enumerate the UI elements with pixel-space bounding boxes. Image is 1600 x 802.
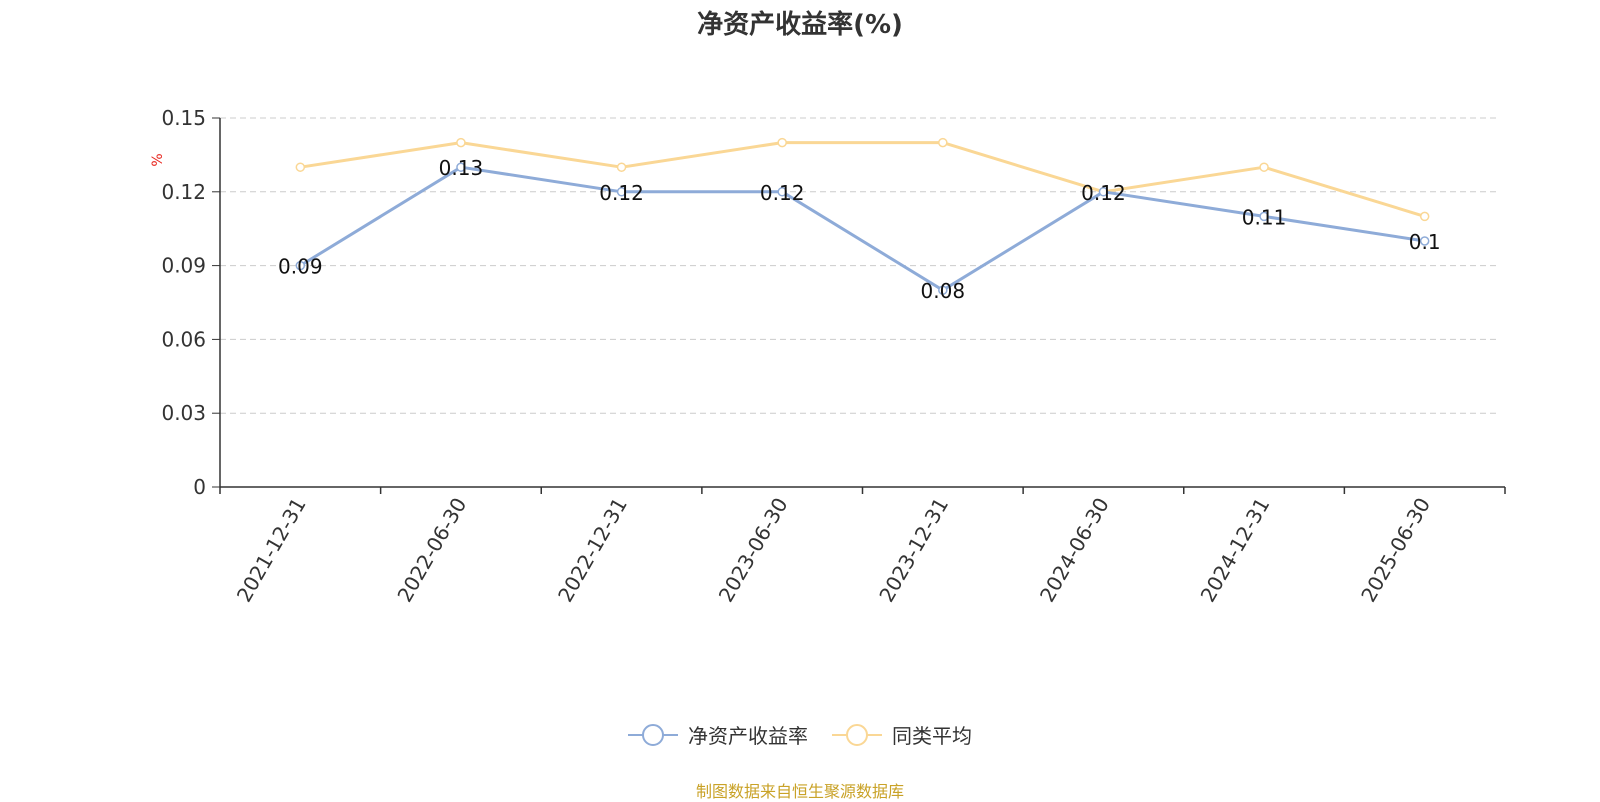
x-tick-label: 2022-12-31 (553, 494, 632, 607)
series-lines (295, 137, 1430, 295)
data-point (1419, 211, 1430, 222)
grid-lines (220, 117, 1497, 414)
x-tick-label: 2024-06-30 (1035, 494, 1114, 607)
x-tick-label: 2022-06-30 (392, 494, 471, 607)
y-tick-label: 0 (193, 475, 206, 499)
legend-item-roe[interactable]: 净资产收益率 (628, 720, 808, 749)
data-point (616, 187, 627, 197)
data-label: 0.09 (278, 255, 323, 279)
data-label: 0.12 (599, 181, 644, 205)
x-tick-label: 2025-06-30 (1356, 494, 1435, 607)
series-line-1 (300, 141, 1426, 218)
data-point (777, 187, 787, 197)
y-axis-unit-label: % (150, 153, 166, 166)
axes: 0 0.03 0.06 0.09 0.12 0.15 2021-12-31 2022-06-3… (161, 106, 1506, 607)
data-point (938, 285, 948, 295)
data-label: 0.1 (1409, 230, 1441, 254)
data-point (456, 137, 466, 148)
y-tick-label: 0.15 (161, 106, 206, 130)
y-tick-label: 0.03 (161, 401, 206, 425)
y-tick-label: 0.09 (161, 254, 206, 278)
chart-title: 净资产收益率(%) (697, 10, 903, 40)
data-point (1259, 162, 1269, 172)
data-point (1259, 211, 1269, 222)
legend-label-roe: 净资产收益率 (688, 724, 808, 748)
data-point (456, 162, 466, 172)
source-note: 制图数据来自恒生聚源数据库 (695, 782, 904, 801)
y-tick-label: 0.12 (161, 180, 206, 204)
data-point (295, 260, 306, 271)
y-tick-label: 0.06 (161, 327, 206, 351)
data-point (1098, 187, 1109, 197)
series-line-0 (299, 165, 1425, 292)
data-point (616, 162, 627, 172)
data-point (777, 137, 787, 148)
data-label: 0.12 (1081, 181, 1126, 205)
legend-item-peer-average[interactable]: 同类平均 (832, 720, 972, 749)
data-point (938, 137, 948, 148)
data-label: 0.12 (760, 181, 805, 205)
legend-peer-average-marker-icon (832, 723, 882, 746)
data-point (1419, 236, 1430, 246)
legend-label-peer-average: 同类平均 (892, 724, 972, 748)
x-tick-label: 2023-06-30 (714, 494, 793, 607)
line-chart: 0 0.03 0.06 0.09 0.12 0.15 2021-12-31 2022-06-3… (150, 106, 1506, 607)
data-label: 0.08 (921, 279, 966, 303)
data-point (295, 162, 306, 172)
legend: 净资产收益率 同类平均 (0, 720, 1600, 749)
legend-roe-marker-icon (628, 723, 678, 746)
x-tick-label: 2023-12-31 (874, 494, 953, 607)
data-labels: 0.09 0.13 0.12 0.12 0.08 0.12 0.11 0.1 (278, 156, 1441, 303)
data-label: 0.11 (1242, 205, 1287, 229)
data-label: 0.13 (439, 156, 484, 180)
x-tick-label: 2024-12-31 (1195, 494, 1274, 607)
x-tick-label: 2021-12-31 (232, 494, 311, 607)
